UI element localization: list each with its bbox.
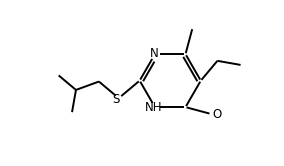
Text: N: N [150,47,158,60]
Text: NH: NH [145,101,163,114]
Text: S: S [112,93,119,106]
Text: O: O [212,108,221,121]
